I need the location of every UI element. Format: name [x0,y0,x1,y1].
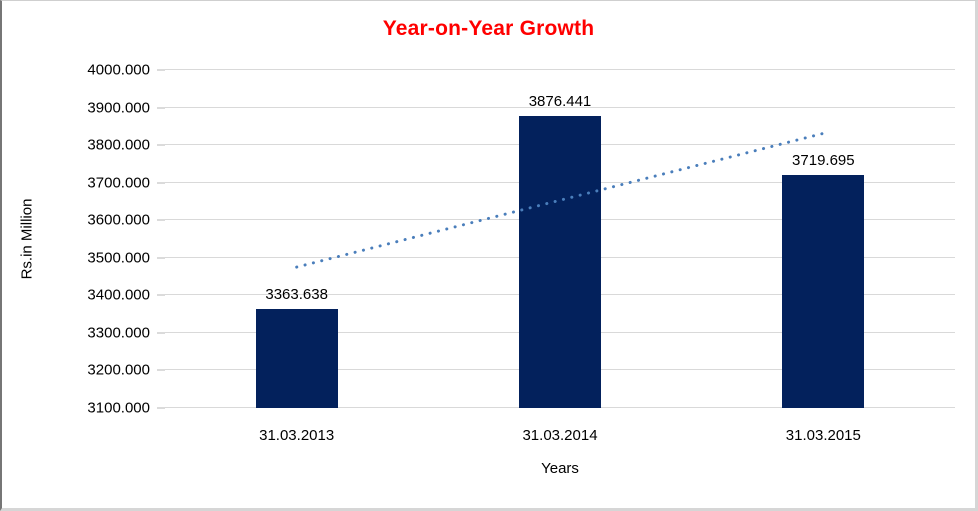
y-tick-label: 3500.000 [87,249,150,267]
y-tick-mark [157,332,165,334]
y-tick-marks [157,69,165,409]
x-axis-title: Years [541,460,579,477]
y-tick-mark [157,69,165,71]
y-tick-mark [157,294,165,296]
bar-data-label: 3719.695 [792,151,855,169]
bar-data-label: 3876.441 [528,92,592,110]
y-tick-mark [157,219,165,221]
y-tick-label: 3100.000 [87,399,150,417]
y-tick-label: 4000.000 [87,61,150,79]
y-tick-label: 3200.000 [87,361,150,379]
x-tick-label: 31.03.2015 [785,427,861,444]
y-axis-labels: 3100.000 3200.000 3300.000 3400.000 3500.000… [2,63,150,416]
x-tick-label: 31.03.2014 [522,427,598,444]
y-tick-mark [157,407,165,409]
gridline [165,69,955,70]
y-tick-label: 3800.000 [87,136,150,154]
y-tick-label: 3300.000 [87,324,150,342]
y-tick-mark [157,144,165,146]
trendline-line [295,131,825,269]
bar [782,175,865,408]
x-tick-label: 31.03.2013 [259,427,335,444]
y-tick-mark [157,107,165,109]
trendline [295,131,825,269]
chart-title: Year-on-Year Growth [382,17,595,40]
y-tick-label: 3900.000 [87,99,150,117]
x-axis-labels: 31.03.2013 31.03.2014 31.03.2015 [165,427,955,447]
y-tick-mark [157,257,165,259]
y-tick-label: 3400.000 [87,286,150,304]
plot-area: 3363.638 3876.441 3719.695 [165,69,955,408]
y-tick-label: 3700.000 [87,174,150,192]
y-tick-mark [157,369,165,371]
gridline [165,106,955,108]
y-tick-label: 3600.000 [87,211,150,229]
bar-data-label: 3363.638 [265,285,328,303]
bar [519,116,601,408]
y-tick-mark [157,182,165,184]
bar [255,309,338,408]
